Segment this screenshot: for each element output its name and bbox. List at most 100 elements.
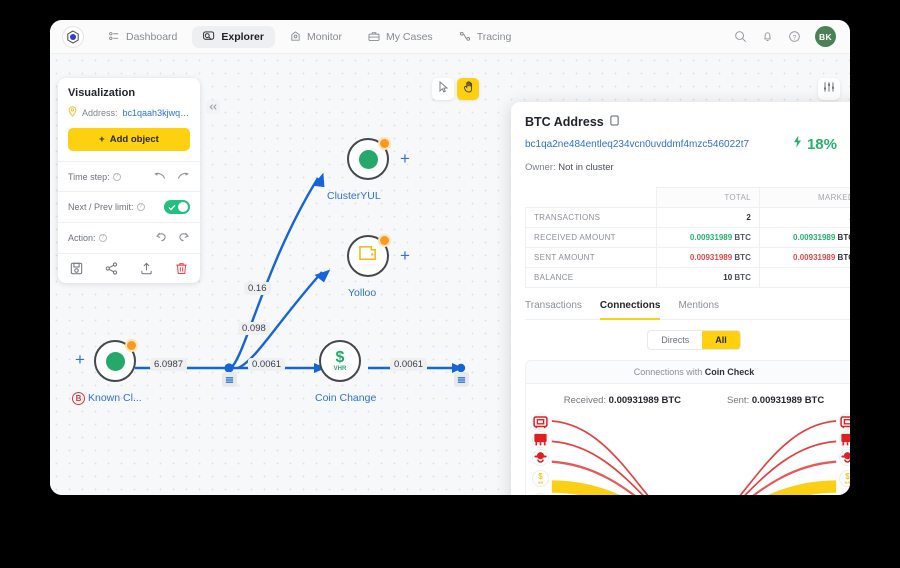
stats-col-total: TOTAL [655, 187, 760, 208]
graph-node-label-known-cluster[interactable]: Known Cl... [88, 392, 142, 404]
filter-option-directs[interactable]: Directs [661, 335, 690, 345]
save-icon[interactable] [70, 262, 83, 275]
brand-logo[interactable] [62, 25, 84, 48]
btc-address-value[interactable]: bc1qa2ne484entleq234vcn0uvddmf4mzc546022… [525, 138, 750, 150]
graph-node-yolloo[interactable] [347, 234, 391, 277]
help-icon[interactable]: ? [112, 172, 121, 181]
scam-hat-icon-left[interactable] [532, 449, 549, 466]
dollar-vhr-icon: $ VHR [333, 349, 347, 373]
stats-col-marked: MARKED [758, 187, 850, 208]
btc-address-detail-panel: BTC Address bc1qa2ne484entleq234vcn0uvdd… [511, 102, 850, 495]
next-prev-limit-row: Next / Prev limit: ? [58, 191, 200, 222]
nav-tab-tracing[interactable]: Tracing [448, 26, 523, 48]
node-tag-b: B [72, 392, 85, 405]
edge-label-2[interactable]: 6.0987 [150, 358, 188, 371]
address-value[interactable]: bc1qaah3kjwqarva... [122, 107, 190, 118]
graph-node-known-cluster[interactable] [94, 339, 138, 382]
nav-tab-dashboard[interactable]: Dashboard [98, 26, 188, 48]
next-prev-limit-text: Next / Prev limit: [68, 202, 134, 212]
graph-node-coin-change[interactable]: $ VHR [319, 340, 361, 382]
stats-total: 2 [655, 207, 760, 228]
pointer-tool-button[interactable] [432, 78, 454, 100]
pointer-tool-icon [438, 80, 449, 98]
action-undo-icon[interactable] [155, 231, 167, 245]
edge-label-0[interactable]: 0.16 [244, 282, 271, 295]
nav-tab-monitor[interactable]: Monitor [279, 26, 353, 48]
nav-tab-my-cases[interactable]: My Cases [357, 26, 444, 48]
share-icon[interactable] [105, 262, 118, 275]
graph-canvas[interactable]: ClusterYUL + Yolloo + + B Known Cl... $ … [50, 54, 850, 495]
action-redo-icon[interactable] [178, 231, 190, 245]
graph-node-label-yolloo[interactable]: Yolloo [348, 287, 377, 299]
sidebar-collapse-button[interactable] [206, 100, 220, 114]
dark-market-icon-right[interactable] [839, 413, 850, 430]
expand-plus-yolloo[interactable]: + [400, 246, 410, 265]
next-prev-limit-toggle[interactable] [164, 200, 190, 214]
expand-plus-left[interactable]: + [75, 350, 85, 369]
tab-connections[interactable]: Connections [599, 300, 661, 320]
nav-tab-label: My Cases [386, 30, 433, 43]
bell-icon[interactable] [761, 30, 774, 43]
dashboard-icon [109, 31, 120, 42]
nav-tab-label: Tracing [476, 30, 512, 43]
sankey-diagram[interactable]: $ HR $ LR [526, 412, 850, 495]
graph-node-clusteryul[interactable] [347, 137, 391, 180]
risk-score-value: 18% [806, 135, 837, 153]
sliders-icon [823, 80, 835, 98]
help-icon[interactable]: ? [136, 203, 145, 211]
stats-row-label: TRANSACTIONS [525, 207, 657, 228]
explorer-icon [203, 31, 215, 42]
stats-marked-amount: 0.00931989 [793, 233, 836, 242]
exchange-hr-icon-right[interactable]: $ HR [839, 470, 850, 487]
mixer-icon-right[interactable] [839, 431, 850, 448]
canvas-settings-button[interactable] [818, 78, 840, 100]
copy-icon[interactable] [610, 113, 619, 131]
next-prev-limit-label: Next / Prev limit: ? [68, 202, 145, 212]
dollar-glyph: $ [845, 471, 850, 481]
time-step-undo-icon[interactable] [153, 171, 166, 182]
owner-label: Owner: [525, 162, 556, 173]
delete-icon[interactable] [175, 262, 188, 275]
visualization-footer [58, 253, 200, 283]
plus-icon: + [99, 134, 105, 145]
edge-label-4[interactable]: 0.0061 [390, 358, 428, 371]
dark-market-icon-left[interactable] [532, 413, 549, 430]
tab-mentions[interactable]: Mentions [678, 300, 720, 311]
nav-actions: ? BK [734, 26, 840, 47]
stats-row-label: BALANCE [525, 267, 657, 288]
scam-hat-icon-right[interactable] [839, 449, 850, 466]
help-icon[interactable]: ? [788, 30, 801, 43]
stats-total: 10 BTC [655, 267, 760, 288]
export-icon[interactable] [140, 262, 153, 275]
add-object-button[interactable]: + Add object [68, 128, 190, 151]
pan-tool-button[interactable] [457, 78, 479, 100]
sent-value: 0.00931989 BTC [751, 395, 825, 406]
connections-card: Connections with Coin Check Received: 0.… [525, 360, 850, 495]
stats-marked-amount: 0.00931989 [793, 253, 836, 262]
nav-tab-explorer[interactable]: Explorer [192, 25, 275, 48]
time-step-redo-icon[interactable] [177, 171, 190, 182]
stats-total-unit: BTC [734, 273, 751, 282]
help-icon[interactable]: ? [98, 234, 107, 242]
edge-menu-button-1[interactable] [222, 372, 237, 387]
edge-label-1[interactable]: 0.098 [238, 322, 270, 335]
filter-option-all[interactable]: All [702, 331, 740, 349]
sankey-flows [551, 420, 837, 495]
expand-plus-clusteryul[interactable]: + [400, 149, 410, 168]
table-row: SENT AMOUNT 0.00931989 BTC 0.00931989 BT… [525, 247, 850, 268]
received-group: Received: 0.00931989 BTC [564, 395, 681, 406]
edge-menu-button-2[interactable] [454, 372, 469, 387]
tab-transactions[interactable]: Transactions [525, 300, 582, 311]
mixer-icon-left[interactable] [532, 431, 549, 448]
edge-label-3[interactable]: 0.0061 [248, 358, 286, 371]
stats-row-label: SENT AMOUNT [525, 247, 657, 268]
search-icon[interactable] [734, 30, 747, 43]
connections-header-prefix: Connections with [633, 367, 703, 377]
avatar[interactable]: BK [815, 26, 836, 47]
graph-node-label-clusteryul[interactable]: ClusterYUL [327, 190, 381, 202]
wallet-icon [358, 244, 379, 268]
stats-marked: - [758, 267, 850, 288]
exchange-hr-icon-left[interactable]: $ HR [532, 470, 549, 487]
stats-header-row: TOTAL MARKED [525, 187, 850, 208]
graph-node-label-coin-change[interactable]: Coin Change [315, 392, 377, 404]
